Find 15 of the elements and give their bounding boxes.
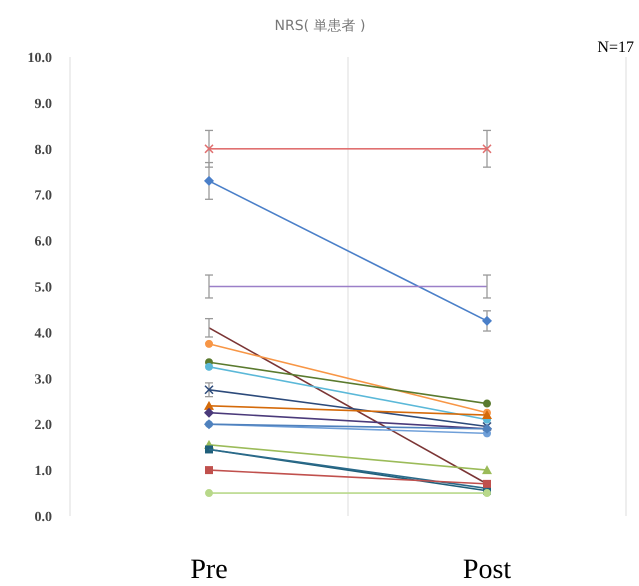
text: N=17 [597,39,634,56]
y-tick-label: 5.0 [34,280,52,296]
y-tick-label: 1.0 [34,464,52,480]
y-tick-label: 8.0 [34,142,52,158]
chart-title: NRS( 単患者 ) [274,18,366,34]
y-tick-label: 6.0 [34,234,52,250]
y-tick-label: 4.0 [34,326,52,342]
y-tick-label: 2.0 [34,418,52,434]
y-tick-label: 3.0 [34,372,52,388]
y-tick-label: 9.0 [34,96,52,112]
y-tick-label: 0.0 [34,510,52,525]
y-tick-label: 10.0 [28,51,52,66]
y-tick-label: 7.0 [34,188,52,204]
x-tick-label: Post [462,554,512,585]
x-tick-label: Pre [190,554,228,585]
